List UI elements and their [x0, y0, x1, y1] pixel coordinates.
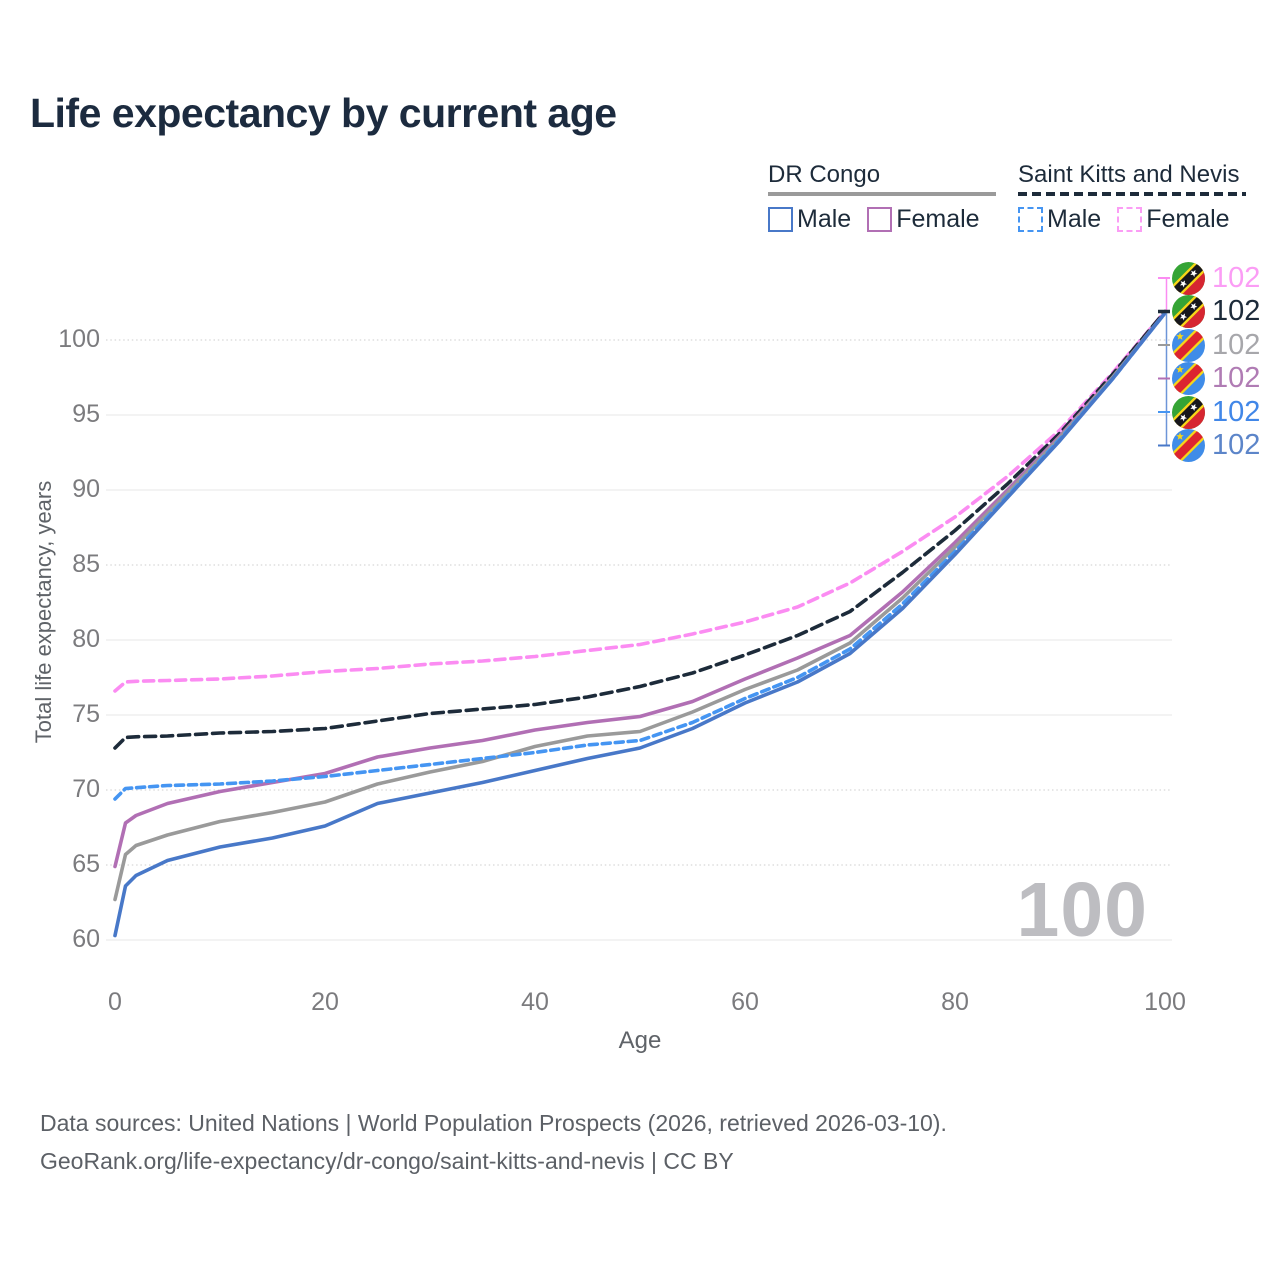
legend-group-saint-kitts-and-nevis: Saint Kitts and Nevis Male Female: [1018, 162, 1246, 234]
y-tick-label-60: 60: [72, 925, 100, 953]
y-tick-label-85: 85: [72, 550, 100, 578]
series-line-skn-female[interactable]: [113, 309, 1167, 693]
saint-kitts-and-nevis-flag-icon: [1172, 295, 1205, 328]
legend-line-style-sample: [1018, 192, 1246, 196]
saint-kitts-and-nevis-flag-icon: [1172, 262, 1205, 295]
legend-item-label: Female: [1146, 205, 1230, 233]
end-label-skn-both: 102: [1172, 295, 1260, 328]
legend-item-saint-kitts-and-nevis-female[interactable]: Female: [1117, 205, 1230, 234]
end-label-value: 102: [1212, 395, 1261, 428]
legend-swatch: [1018, 207, 1043, 232]
y-tick-label-75: 75: [72, 700, 100, 728]
end-label-skn-female: 102: [1172, 261, 1261, 295]
legend-item-dr-congo-male[interactable]: Male: [768, 205, 851, 234]
end-label-value: 102: [1212, 295, 1261, 327]
legend-line-style-sample: [768, 192, 996, 196]
end-label-value: 102: [1212, 429, 1261, 461]
end-label-drc-female: 102: [1172, 362, 1260, 395]
dr-congo-flag-icon: [1172, 329, 1205, 362]
end-label-skn-male: 102: [1172, 395, 1261, 429]
x-tick-label-0: 0: [108, 988, 122, 1016]
series-line-drc-male[interactable]: [113, 311, 1167, 938]
end-label-drc-both: 102: [1172, 328, 1261, 362]
dr-congo-flag-icon: [1172, 429, 1205, 462]
series-line-skn-both[interactable]: [113, 309, 1167, 750]
series-line-skn-male[interactable]: [113, 311, 1167, 801]
footer: Data sources: United Nations | World Pop…: [40, 1104, 947, 1180]
age-watermark: 100: [1016, 867, 1148, 953]
legend-item-dr-congo-female[interactable]: Female: [867, 205, 980, 234]
x-tick-label-60: 60: [731, 988, 759, 1016]
x-tick-label-20: 20: [311, 988, 339, 1016]
legend-item-label: Female: [896, 205, 980, 233]
gridlines: [106, 339, 1172, 941]
legend-item-label: Male: [1047, 205, 1102, 233]
legend-item-saint-kitts-and-nevis-male[interactable]: Male: [1018, 205, 1101, 234]
x-tick-label-80: 80: [941, 988, 969, 1016]
legend-swatch: [768, 207, 793, 232]
y-tick-label-80: 80: [72, 625, 100, 653]
legend-country-name: Saint Kitts and Nevis: [1018, 161, 1240, 188]
series-line-drc-both[interactable]: [113, 311, 1167, 902]
x-axis-title: Age: [618, 1027, 662, 1054]
legend-item-label: Male: [797, 205, 852, 233]
saint-kitts-and-nevis-flag-icon: [1172, 396, 1205, 429]
dr-congo-flag-icon: [1172, 362, 1205, 395]
legend-swatch: [1117, 207, 1143, 232]
page-title: Life expectancy by current age: [30, 90, 617, 136]
y-tick-label-95: 95: [72, 400, 100, 428]
x-tick-label-100: 100: [1144, 988, 1186, 1016]
x-tick-label-40: 40: [521, 988, 549, 1016]
end-label-value: 102: [1212, 328, 1261, 361]
series-lines: [113, 309, 1167, 938]
end-label-drc-male: 102: [1172, 429, 1260, 462]
attribution-line: GeoRank.org/life-expectancy/dr-congo/sai…: [40, 1148, 734, 1174]
legend-group-dr-congo: DR Congo Male Female: [768, 162, 996, 234]
end-label-value: 102: [1212, 261, 1261, 294]
series-line-drc-female[interactable]: [113, 311, 1167, 869]
legend-swatch: [867, 207, 893, 232]
y-tick-label-100: 100: [58, 325, 100, 353]
y-tick-label-70: 70: [72, 775, 100, 803]
y-tick-label-65: 65: [72, 850, 100, 878]
end-label-value: 102: [1212, 362, 1261, 394]
end-label-connectors: [1158, 277, 1170, 447]
legend-country-name: DR Congo: [768, 161, 881, 188]
y-tick-label-90: 90: [72, 475, 100, 503]
data-sources-line: Data sources: United Nations | World Pop…: [40, 1110, 947, 1136]
